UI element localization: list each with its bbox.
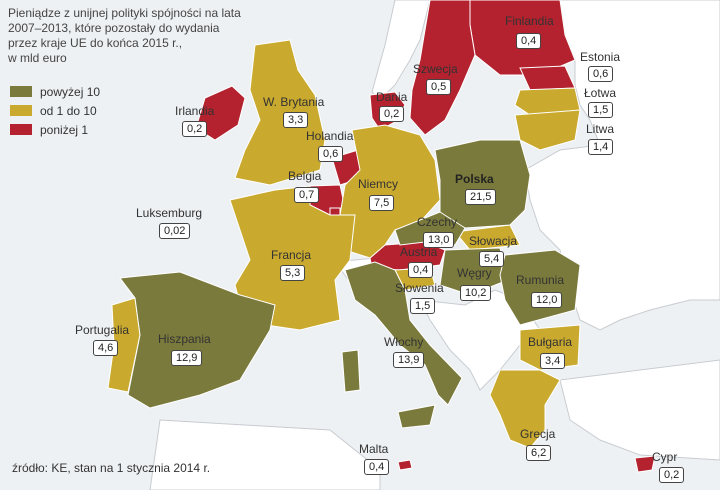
value-box-czechy: 13,0 xyxy=(423,232,455,248)
legend-label: poniżej 1 xyxy=(40,122,89,137)
country-label-dania: Dania xyxy=(376,90,408,104)
non-eu-land-africa xyxy=(149,419,381,490)
region-grecja xyxy=(489,369,561,449)
value-box-francja: 5,3 xyxy=(280,265,306,281)
legend-swatch-olive xyxy=(10,86,32,97)
region-litwa xyxy=(514,109,581,151)
value-box-wbrytania: 3,3 xyxy=(283,112,309,128)
region-cypr xyxy=(634,455,656,473)
region-polska xyxy=(434,139,531,229)
value-box-polska: 21,5 xyxy=(465,189,497,205)
region-estonia xyxy=(519,65,576,91)
country-label-wlochy: Włochy xyxy=(384,335,424,349)
value-box-wlochy: 13,9 xyxy=(393,352,425,368)
legend-item: poniżej 1 xyxy=(10,120,100,139)
value-box-lotwa: 1,5 xyxy=(588,102,614,118)
value-box-rumunia: 12,0 xyxy=(531,292,563,308)
map-title-line: Pieniądze z unijnej polityki spójności n… xyxy=(8,6,241,20)
country-label-luksemburg: Luksemburg xyxy=(136,206,203,220)
country-label-czechy: Czechy xyxy=(417,215,458,229)
legend-item: powyżej 10 xyxy=(10,82,100,101)
value-box-niemcy: 7,5 xyxy=(369,195,395,211)
value-box-malta: 0,4 xyxy=(364,459,390,475)
map-title-line: w mld euro xyxy=(8,51,67,65)
country-label-malta: Malta xyxy=(359,442,389,456)
region-wlochy-sycylia xyxy=(397,404,436,429)
country-label-szwecja: Szwecja xyxy=(413,62,458,76)
value-box-slowacja: 5,4 xyxy=(479,251,505,267)
country-label-lotwa: Łotwa xyxy=(584,86,617,100)
country-label-cypr: Cypr xyxy=(652,450,678,464)
value-box-szwecja: 0,5 xyxy=(426,79,452,95)
country-label-niemcy: Niemcy xyxy=(358,177,399,191)
source-note: źródło: KE, stan na 1 stycznia 2014 r. xyxy=(12,461,211,475)
value-box-slowenia: 1,5 xyxy=(410,298,436,314)
country-label-belgia: Belgia xyxy=(288,169,322,183)
legend-swatch-yellow xyxy=(10,105,32,116)
country-label-hiszpania: Hiszpania xyxy=(158,332,211,346)
region-wlochy xyxy=(344,261,463,406)
country-label-bulgaria: Bułgaria xyxy=(528,335,573,349)
country-label-irlandia: Irlandia xyxy=(175,104,215,118)
value-box-hiszpania: 12,9 xyxy=(171,350,203,366)
country-label-slowacja: Słowacja xyxy=(469,234,518,248)
legend-label: od 1 do 10 xyxy=(40,103,97,118)
value-box-belgia: 0,7 xyxy=(294,187,320,203)
country-label-grecja: Grecja xyxy=(520,427,556,441)
value-box-wegry: 10,2 xyxy=(460,285,492,301)
country-label-wegry: Węgry xyxy=(457,266,492,280)
map-title-line: przez kraje UE do końca 2015 r., xyxy=(8,36,183,50)
value-box-holandia: 0,6 xyxy=(318,146,344,162)
value-box-austria: 0,4 xyxy=(408,262,434,278)
value-box-dania: 0,2 xyxy=(379,106,405,122)
value-box-finlandia: 0,4 xyxy=(516,33,542,49)
country-label-francja: Francja xyxy=(271,248,312,262)
value-box-portugalia: 4,6 xyxy=(93,340,119,356)
country-label-estonia: Estonia xyxy=(580,50,621,64)
country-label-austria: Austria xyxy=(400,245,438,259)
country-label-slowenia: Słowenia xyxy=(395,281,444,295)
region-wlochy-sardynia xyxy=(341,349,361,393)
value-box-irlandia: 0,2 xyxy=(182,121,208,137)
legend-item: od 1 do 10 xyxy=(10,101,100,120)
non-eu-land-east xyxy=(524,0,720,331)
legend: powyżej 10 od 1 do 10 poniżej 1 xyxy=(10,82,100,139)
country-label-holandia: Holandia xyxy=(306,129,354,143)
country-label-portugalia: Portugalia xyxy=(75,323,130,337)
map-title: Pieniądze z unijnej polityki spójności n… xyxy=(8,6,278,66)
region-szwecja xyxy=(409,0,476,136)
country-label-finlandia: Finlandia xyxy=(505,14,554,28)
country-label-rumunia: Rumunia xyxy=(516,273,565,287)
value-box-litwa: 1,4 xyxy=(588,139,614,155)
value-box-luksemburg: 0,02 xyxy=(159,223,191,239)
legend-label: powyżej 10 xyxy=(40,84,101,99)
country-label-polska: Polska xyxy=(455,172,494,186)
value-box-estonia: 0,6 xyxy=(588,66,614,82)
country-label-litwa: Litwa xyxy=(586,122,615,136)
region-malta xyxy=(397,459,413,471)
value-box-bulgaria: 3,4 xyxy=(540,353,566,369)
legend-swatch-red xyxy=(10,124,32,135)
value-box-cypr: 0,2 xyxy=(659,467,685,483)
country-label-wbrytania: W. Brytania xyxy=(263,95,325,109)
non-eu-land-turkey xyxy=(559,359,720,461)
region-hiszpania xyxy=(119,271,276,409)
region-wbrytania xyxy=(234,39,326,186)
value-box-grecja: 6,2 xyxy=(526,445,552,461)
region-slowacja xyxy=(454,224,521,251)
region-niemcy xyxy=(339,124,441,259)
map-title-line: 2007–2013, które pozostały do wydania xyxy=(8,21,220,35)
